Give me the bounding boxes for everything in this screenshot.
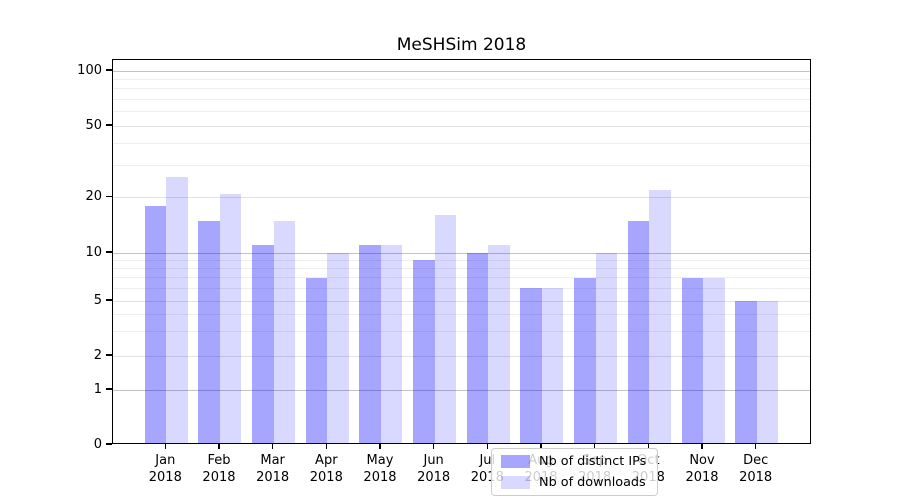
x-tick-label-apr: Apr 2018 [309, 453, 343, 485]
bar-downloads-nov [703, 277, 725, 444]
y-tick-label-0: 0 [93, 436, 102, 452]
y-tick-mark [106, 195, 112, 198]
x-tick-mark [701, 444, 703, 449]
x-tick-mark [433, 444, 435, 449]
gridline-minor [113, 313, 810, 315]
gridline-minor [113, 277, 810, 279]
gridline-minor [113, 98, 810, 100]
bar-ips-apr [305, 277, 328, 444]
legend-label-downloads: Nb of downloads [539, 475, 646, 490]
legend-item-downloads: Nb of downloads [492, 474, 657, 491]
bar-downloads-may [380, 245, 403, 444]
gridline-mid [113, 300, 810, 302]
y-tick-label-50: 50 [85, 117, 102, 133]
bar-downloads-dec [756, 301, 779, 444]
y-tick-label-1: 1 [93, 381, 102, 397]
x-tick-mark [647, 444, 649, 449]
x-tick-mark [755, 444, 757, 449]
legend-swatch-distinct-ips [501, 455, 530, 468]
y-tick-mark [106, 69, 112, 71]
x-tick-label-may: May 2018 [363, 453, 397, 485]
gridline-minor [113, 165, 810, 167]
gridline-mid [113, 125, 810, 127]
gridline-minor [113, 142, 810, 144]
bar-downloads-feb [219, 193, 242, 444]
bar-downloads-sep [595, 253, 618, 444]
y-tick-mark [106, 299, 112, 301]
plot-area: Nb of distinct IPs Nb of downloads [112, 59, 811, 496]
gridline-major [113, 252, 810, 254]
legend: Nb of distinct IPs Nb of downloads [491, 448, 658, 496]
gridline-major [113, 389, 810, 391]
bar-ips-feb [198, 220, 220, 444]
x-tick-label-jun: Jun 2018 [417, 453, 451, 485]
bar-ips-mar [252, 245, 274, 444]
x-tick-mark [218, 444, 220, 449]
legend-swatch-downloads [501, 476, 530, 489]
bar-ips-jan [144, 205, 167, 444]
y-tick-label-100: 100 [77, 62, 102, 78]
bar-downloads-apr [327, 253, 349, 444]
gridline-major [113, 70, 810, 72]
x-tick-label-mar: Mar 2018 [256, 453, 290, 485]
bar-downloads-mar [273, 220, 296, 444]
x-tick-label-jan: Jan 2018 [148, 453, 182, 485]
y-tick-mark [106, 354, 112, 356]
bar-ips-dec [735, 301, 757, 444]
legend-label-distinct-ips: Nb of distinct IPs [539, 454, 647, 469]
y-tick-label-10: 10 [85, 244, 102, 260]
x-tick-mark [271, 444, 274, 449]
bar-ips-jul [466, 253, 489, 444]
y-tick-label-2: 2 [93, 347, 102, 363]
x-tick-mark [379, 444, 381, 449]
x-tick-mark [325, 444, 327, 449]
bar-ips-sep [574, 277, 596, 444]
bar-ips-jun [413, 260, 435, 444]
x-tick-label-feb: Feb 2018 [202, 453, 236, 485]
gridline-minor [113, 267, 810, 269]
y-tick-mark [106, 251, 112, 253]
gridline-minor [113, 331, 810, 333]
y-tick-label-5: 5 [93, 292, 102, 308]
y-tick-mark [106, 124, 112, 126]
gridline-minor [113, 259, 810, 261]
y-tick-label-20: 20 [85, 189, 102, 204]
x-tick-mark [594, 444, 596, 449]
x-tick-mark [164, 444, 166, 449]
x-tick-label-dec: Dec 2018 [739, 453, 773, 485]
x-tick-label-nov: Nov 2018 [685, 453, 719, 485]
y-tick-mark [106, 443, 112, 445]
bar-ips-nov [681, 277, 703, 444]
gridline-minor [113, 287, 810, 289]
y-tick-mark [106, 388, 112, 390]
bar-downloads-jan [166, 177, 188, 444]
bar-ips-aug [520, 288, 542, 444]
x-tick-mark [486, 444, 488, 449]
gridline-minor [113, 78, 810, 80]
bar-downloads-jun [434, 215, 457, 444]
x-tick-mark [540, 444, 542, 449]
bar-ips-may [359, 245, 381, 444]
gridline-minor [113, 88, 810, 90]
bar-ips-oct [627, 220, 650, 444]
bar-downloads-oct [649, 190, 671, 444]
gridline-mid [113, 197, 810, 198]
bar-downloads-jul [488, 245, 510, 444]
gridline-mid [113, 355, 810, 357]
legend-item-distinct-ips: Nb of distinct IPs [492, 453, 657, 470]
chart-title: MeSHSim 2018 [396, 35, 527, 55]
bar-downloads-aug [541, 288, 564, 444]
gridline-minor [113, 111, 810, 113]
